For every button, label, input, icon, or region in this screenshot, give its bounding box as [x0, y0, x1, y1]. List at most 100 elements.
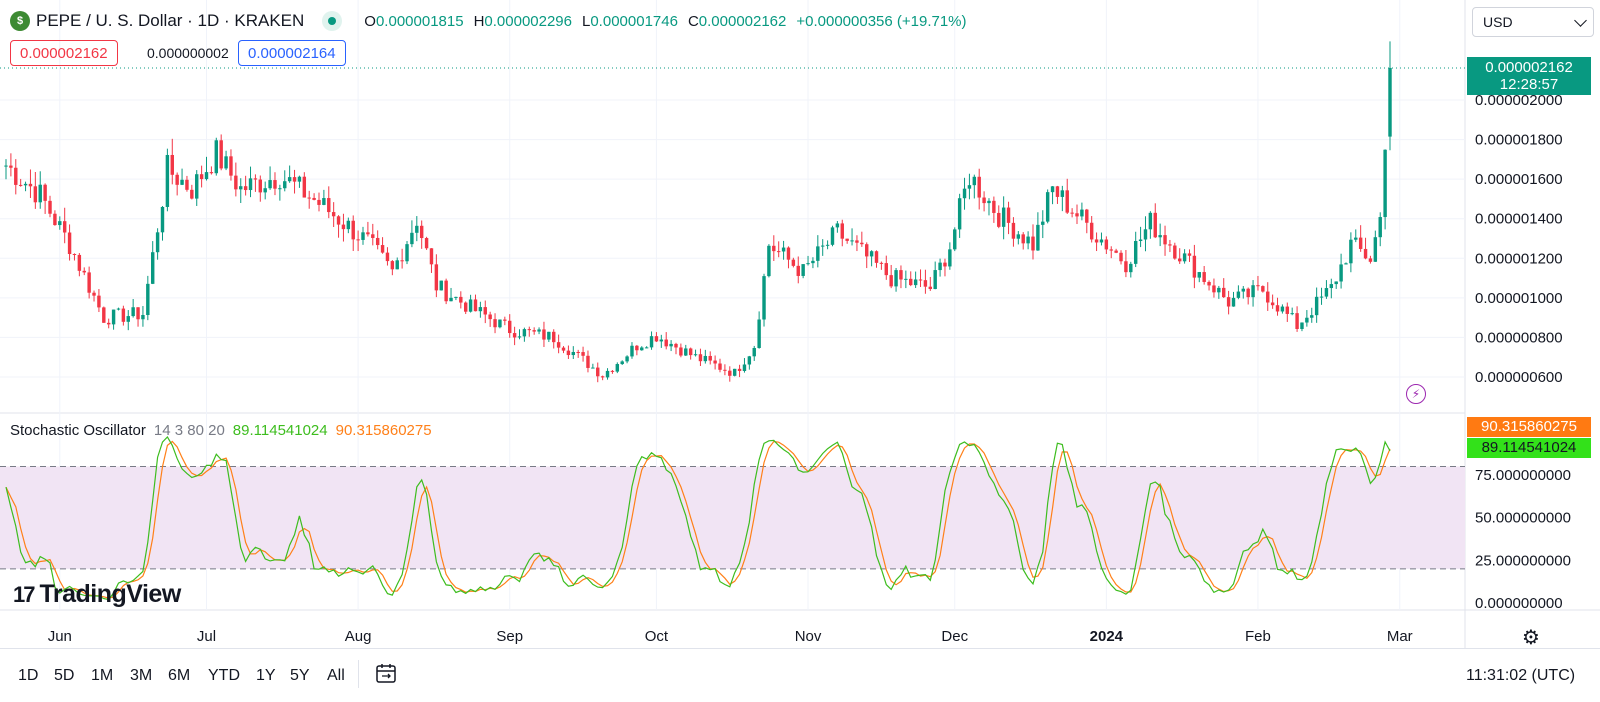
candle-body: [552, 331, 556, 343]
candle-body: [977, 176, 981, 198]
timeframe-5d-button[interactable]: 5D: [54, 667, 75, 684]
currency-select[interactable]: USD: [1472, 7, 1594, 37]
buy-price-button[interactable]: 0.000002164: [238, 40, 346, 66]
candle-body: [1236, 291, 1241, 298]
stoch-tick-label: 75.000000000: [1475, 467, 1571, 484]
candle-body: [688, 348, 693, 356]
toolbar-divider: [358, 660, 359, 688]
candle-body: [674, 343, 678, 348]
candle-body: [1212, 285, 1216, 293]
timeframe-1d-button[interactable]: 1D: [18, 667, 39, 684]
candle-body: [351, 220, 355, 240]
candle-body: [121, 308, 126, 322]
candle-body: [967, 185, 972, 189]
sell-price-button[interactable]: 0.000002162: [10, 40, 118, 66]
candle-body: [1089, 222, 1094, 240]
candle-body: [879, 262, 884, 264]
candle-body: [385, 252, 390, 262]
candle-body: [1138, 239, 1143, 241]
candle-body: [1295, 313, 1299, 329]
time-tick-label: 2024: [1090, 628, 1124, 645]
time-tick-label: Oct: [645, 628, 669, 645]
candle-body: [195, 174, 199, 199]
calendar-range-icon[interactable]: [375, 662, 397, 684]
indicator-params: 14 3 80 20: [153, 422, 225, 439]
timeframe-6m-button[interactable]: 6M: [168, 667, 191, 684]
candle-body: [654, 336, 659, 342]
candle-body: [845, 238, 849, 241]
candle-body: [610, 370, 615, 372]
utc-clock[interactable]: 11:31:02 (UTC): [1466, 667, 1576, 684]
candle-body: [459, 296, 463, 303]
candle-body: [1285, 306, 1290, 314]
candle-body: [664, 339, 668, 347]
candle-body: [723, 369, 727, 371]
candle-body: [1114, 250, 1118, 253]
candle-body: [488, 314, 492, 320]
candle-body: [1251, 285, 1255, 298]
candle-body: [630, 345, 634, 357]
candle-body: [1148, 212, 1153, 230]
candle-body: [527, 329, 531, 331]
candle-body: [297, 176, 302, 182]
timeframe-1m-button[interactable]: 1M: [91, 667, 114, 684]
candle-body: [830, 227, 835, 245]
gear-icon[interactable]: ⚙: [1522, 627, 1540, 649]
timeframe-5y-button[interactable]: 5Y: [290, 667, 310, 684]
time-tick-label: Dec: [941, 628, 968, 645]
candle-body: [997, 212, 1001, 227]
candle-body: [556, 342, 561, 348]
candle-body: [1368, 258, 1373, 262]
timeframe-all-button[interactable]: All: [327, 667, 345, 684]
candle-body: [356, 239, 360, 241]
candle-body: [1021, 234, 1025, 244]
candle-body: [865, 244, 869, 257]
candle-body: [327, 198, 331, 213]
candle-body: [67, 232, 72, 255]
candle-body: [97, 295, 101, 308]
candle-body: [1261, 286, 1265, 292]
candle-body: [640, 347, 644, 351]
candle-body: [581, 352, 585, 356]
candle-body: [1270, 302, 1275, 306]
candle-body: [1290, 313, 1294, 315]
candle-body: [962, 188, 967, 199]
candle-body: [850, 240, 854, 242]
candle-body: [776, 251, 781, 253]
lightning-icon[interactable]: ⚡: [1406, 384, 1426, 404]
candle-body: [273, 180, 277, 189]
candle-body: [58, 221, 62, 226]
candle-body: [483, 307, 487, 315]
candle-body: [405, 244, 409, 262]
candle-body: [1187, 253, 1192, 256]
candle-body: [1065, 190, 1069, 213]
candle-body: [190, 189, 194, 199]
candle-body: [263, 188, 267, 193]
candle-body: [151, 252, 155, 284]
market-open-status-icon[interactable]: [322, 11, 343, 31]
candle-body: [615, 364, 620, 372]
stoch-d-axis-label: 90.315860275: [1467, 417, 1591, 437]
tradingview-logo[interactable]: 17 TradingView: [13, 580, 181, 609]
candle-body: [1266, 291, 1270, 303]
candle-body: [747, 356, 752, 365]
candle-body: [620, 361, 624, 365]
candle-body: [111, 309, 116, 325]
candle-body: [444, 280, 448, 302]
timeframe-ytd-button[interactable]: YTD: [208, 667, 240, 684]
candle-body: [390, 261, 395, 270]
candle-body: [1173, 245, 1177, 259]
candle-body: [742, 364, 747, 371]
timeframe-1y-button[interactable]: 1Y: [256, 667, 276, 684]
timeframe-3m-button[interactable]: 3M: [130, 667, 153, 684]
candle-body: [1070, 212, 1074, 214]
candle-body: [380, 245, 385, 253]
price-tick-label: 0.000000800: [1475, 329, 1563, 346]
candle-body: [1109, 249, 1113, 251]
time-tick-label: Sep: [496, 628, 523, 645]
candle-body: [1217, 287, 1221, 293]
symbol-title[interactable]: PEPE / U. S. Dollar · 1D · KRAKEN: [36, 11, 305, 30]
axes-layer: 0.000002000 0.000001800 0.000001600 0.00000…: [48, 92, 1571, 645]
stochastic-legend[interactable]: Stochastic Oscillator 14 3 80 20 89.1145…: [10, 422, 432, 439]
